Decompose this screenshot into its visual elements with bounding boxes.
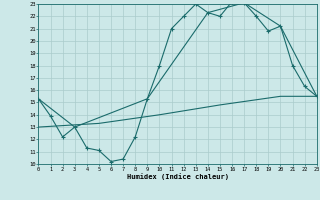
X-axis label: Humidex (Indice chaleur): Humidex (Indice chaleur) (127, 173, 228, 180)
